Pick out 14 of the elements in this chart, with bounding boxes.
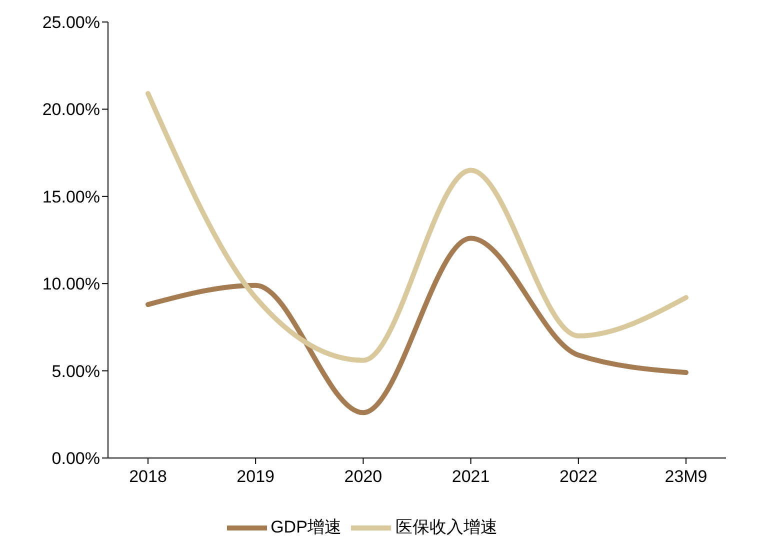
y-tick-label: 20.00% (42, 100, 100, 120)
x-tick-label: 2022 (559, 467, 598, 486)
y-tick-label: 10.00% (42, 274, 100, 294)
legend-label: 医保收入增速 (395, 517, 498, 536)
x-tick-label: 2019 (236, 467, 275, 486)
y-tick-label: 15.00% (42, 187, 100, 206)
x-tick-label: 2020 (344, 467, 382, 486)
y-tick-label: 5.00% (52, 362, 100, 381)
x-tick-label: 23M9 (664, 467, 708, 486)
x-tick-label: 2018 (129, 467, 167, 486)
y-tick-label: 0.00% (52, 449, 100, 468)
y-tick-label: 25.00% (42, 13, 100, 32)
legend-label: GDP增速 (270, 517, 342, 536)
x-tick-label: 2021 (452, 467, 490, 486)
